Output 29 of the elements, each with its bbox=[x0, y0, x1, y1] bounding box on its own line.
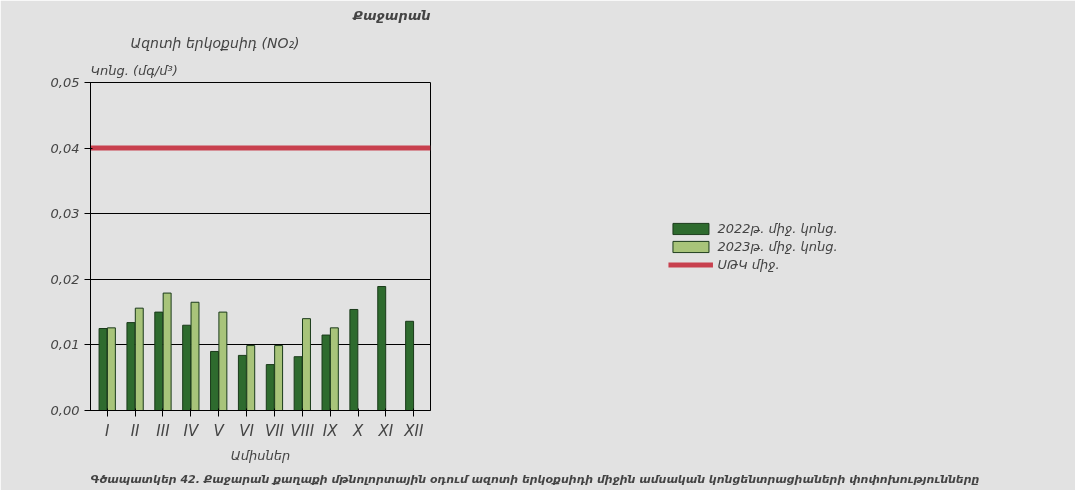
y-tick-label: 0,03 bbox=[50, 206, 80, 222]
x-tick-label: VI bbox=[239, 421, 255, 440]
y-axis-title: Կոնց. (մգ/մ³) bbox=[90, 62, 178, 78]
legend-label: ՍԹԿ միջ. bbox=[717, 256, 780, 272]
bar bbox=[377, 286, 387, 411]
x-tick-label: I bbox=[105, 421, 111, 440]
chart-title: Ազոտի երկօքսիդ (NO₂) bbox=[130, 34, 300, 51]
y-tick-label: 0,00 bbox=[50, 403, 80, 418]
x-tick-label: VIII bbox=[290, 421, 315, 440]
x-tick-label: IV bbox=[183, 421, 200, 440]
legend-label: 2023թ. միջ. կոնց. bbox=[717, 238, 838, 254]
x-tick-label: X bbox=[351, 421, 364, 440]
chart-subtitle: Քաջարան bbox=[351, 7, 431, 23]
x-tick-label: III bbox=[156, 421, 171, 440]
text: Գծապատկեր 42. Քաջարան քաղաքի մթնոլորտային օդում ազոտի երկօքսիդի միջին ամսական կոնցենտրացիաների փոփոխությունները bbox=[90, 472, 980, 486]
x-tick-label: XI bbox=[377, 421, 394, 440]
x-axis-title: Ամիսներ bbox=[230, 447, 291, 463]
y-tick-label: 0,02 bbox=[50, 271, 80, 287]
y-tick-label: 0,04 bbox=[50, 140, 80, 156]
legend-label: 2022թ. միջ. կոնց. bbox=[717, 220, 838, 236]
x-tick-label: II bbox=[130, 421, 141, 440]
x-tick-label: VII bbox=[264, 421, 285, 440]
x-tick-label: IX bbox=[322, 421, 339, 440]
y-tick-label: 0,01 bbox=[50, 337, 80, 353]
bar bbox=[405, 320, 415, 411]
x-tick-label: XII bbox=[403, 421, 424, 440]
x-tick-label: V bbox=[213, 421, 226, 440]
bar bbox=[349, 308, 359, 411]
y-tick-label: 0,05 bbox=[50, 75, 80, 90]
